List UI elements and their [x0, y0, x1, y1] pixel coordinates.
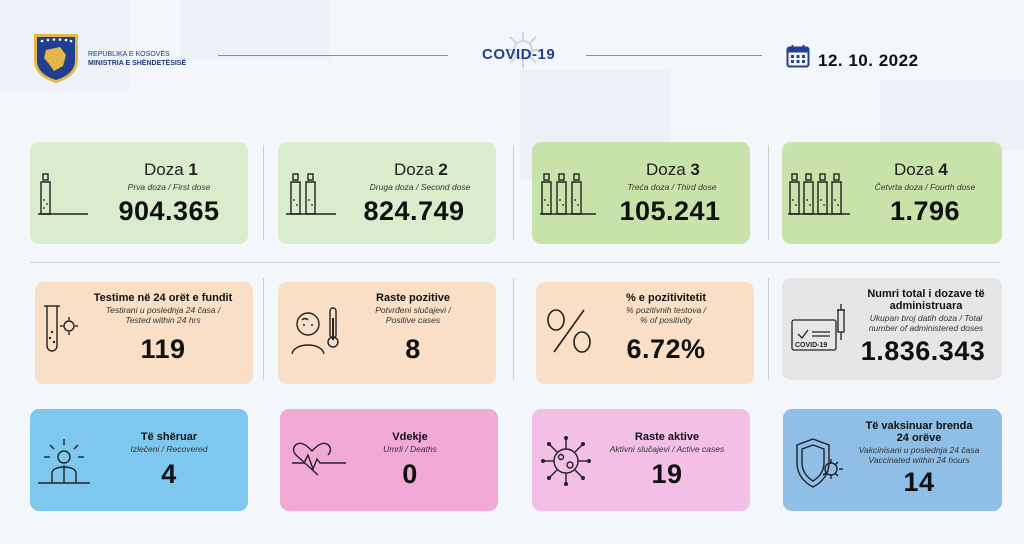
- recovered-person-icon: [38, 439, 90, 484]
- dose-3-card: Doza 3 Treća doza / Third dose 105.241: [532, 142, 750, 244]
- recovered-subtitle: Izlečeni / Recovered: [130, 444, 208, 454]
- dose-3-value: 105.241: [619, 196, 721, 226]
- row-divider: [30, 262, 1000, 263]
- vaccinated-24h-subtitle-2: Vaccinated within 24 hours: [868, 455, 970, 465]
- total-doses-value: 1.836.343: [860, 336, 986, 366]
- dose-2-subtitle: Druga doza / Second dose: [369, 182, 471, 192]
- tests-title: Testime në 24 orët e fundit: [93, 292, 233, 304]
- recovered-value: 4: [161, 459, 177, 489]
- column-divider: [263, 278, 264, 380]
- dose-1-title: Doza 1: [144, 160, 198, 179]
- background-shape: [180, 0, 330, 60]
- column-divider: [513, 278, 514, 380]
- background-shape: [880, 80, 1024, 150]
- dose-2-card: Doza 2 Druga doza / Second dose 824.749: [278, 142, 496, 244]
- active-cases-card: Raste aktive Aktivni slučajevi / Active …: [532, 409, 750, 511]
- total-doses-subtitle-1: Ukupan broj datih doza / Total: [869, 313, 983, 323]
- deaths-card: Vdekje Umrli / Deaths 0: [280, 409, 498, 511]
- positivity-subtitle-1: % pozitivnih testova /: [626, 305, 706, 315]
- dose-1-value: 904.365: [118, 196, 220, 226]
- deaths-title: Vdekje: [392, 431, 428, 443]
- total-doses-title-1: Numri total i dozave të: [867, 288, 985, 300]
- shield-virus-icon: [796, 438, 843, 488]
- column-divider: [768, 145, 769, 240]
- fever-person-icon: [291, 307, 339, 355]
- kosovo-emblem-icon: [34, 34, 78, 83]
- vaccinated-24h-title-1: Të vaksinuar brenda: [865, 420, 973, 432]
- vaccinated-24h-subtitle-1: Vakcinisani u poslednja 24 časa: [858, 445, 980, 455]
- dose-4-card: Doza 4 Četvrta doza / Fourth dose 1.796: [782, 142, 1002, 244]
- deaths-value: 0: [402, 459, 418, 489]
- total-doses-title-2: administruara: [889, 300, 963, 312]
- column-divider: [263, 145, 264, 240]
- active-cases-value: 19: [651, 459, 683, 489]
- vials-icon: [286, 173, 336, 215]
- active-cases-title: Raste aktive: [634, 431, 700, 443]
- ministry-line-2: MINISTRIA E SHËNDETËSISË: [88, 60, 187, 67]
- dose-4-value: 1.796: [889, 196, 961, 226]
- column-divider: [768, 278, 769, 380]
- tests-subtitle-2: Tested within 24 hrs: [125, 315, 201, 325]
- deaths-subtitle: Umrli / Deaths: [383, 444, 437, 454]
- ministry-name: REPUBLIKA E KOSOVËS MINISTRIA E SHËNDETË…: [88, 50, 186, 68]
- page-title: COVID-19: [482, 46, 556, 63]
- vaccinated-24h-title-2: 24 orëve: [896, 432, 942, 444]
- active-cases-subtitle: Aktivni slučajevi / Active cases: [609, 444, 725, 454]
- vial-icon: [38, 173, 88, 215]
- coronavirus-icon: [505, 32, 541, 68]
- dose-2-value: 824.749: [363, 196, 465, 226]
- dose-3-subtitle: Treća doza / Third dose: [627, 182, 717, 192]
- positive-cases-title: Raste pozitive: [376, 292, 450, 304]
- tests-value: 119: [140, 334, 186, 364]
- total-doses-card: COVID-19 Numri total i dozave të adminis…: [782, 278, 1002, 380]
- header-divider: [586, 55, 762, 56]
- report-date: 12. 10. 2022: [818, 51, 919, 70]
- header: REPUBLIKA E KOSOVËS MINISTRIA E SHËNDETË…: [0, 0, 1024, 100]
- vaccine-certificate-icon: COVID-19: [791, 304, 845, 351]
- positive-cases-subtitle-1: Potvrđeni slučajevi /: [375, 305, 451, 315]
- positive-cases-value: 8: [405, 334, 421, 364]
- dose-1-card: Doza 1 Prva doza / First dose 904.365: [30, 142, 248, 244]
- recovered-title: Të shëruar: [140, 431, 198, 443]
- heartbeat-icon: [292, 442, 346, 476]
- positivity-subtitle-2: % of positivity: [640, 315, 692, 325]
- percent-icon: [547, 309, 591, 353]
- calendar-icon: [786, 45, 810, 68]
- column-divider: [513, 145, 514, 240]
- total-doses-subtitle-2: number of administered doses: [868, 323, 984, 333]
- ministry-line-1: REPUBLIKA E KOSOVËS: [88, 51, 170, 58]
- dose-4-subtitle: Četvrta doza / Fourth dose: [874, 182, 976, 192]
- test-tube-icon: [44, 305, 78, 352]
- vials-icon: [540, 173, 596, 215]
- positivity-value: 6.72%: [626, 334, 706, 364]
- tests-subtitle-1: Testirani u poslednja 24 časa /: [105, 305, 221, 315]
- virus-icon: [541, 436, 591, 486]
- positive-cases-card: Raste pozitive Potvrđeni slučajevi / Pos…: [278, 282, 496, 384]
- dose-2-title: Doza 2: [394, 160, 448, 179]
- dose-4-title: Doza 4: [894, 160, 948, 179]
- positivity-card: % e pozitivitetit % pozitivnih testova /…: [536, 282, 754, 384]
- recovered-card: Të shëruar Izlečeni / Recovered 4: [30, 409, 248, 511]
- positive-cases-subtitle-2: Positive cases: [385, 315, 441, 325]
- dose-1-subtitle: Prva doza / First dose: [127, 182, 211, 192]
- vials-icon: [788, 173, 850, 215]
- certificate-label: COVID-19: [795, 342, 827, 349]
- vaccinated-24h-value: 14: [903, 467, 935, 497]
- vaccinated-24h-card: Të vaksinuar brenda 24 orëve Vakcinisani…: [783, 409, 1002, 511]
- header-divider: [218, 55, 448, 56]
- tests-card: Testime në 24 orët e fundit Testirani u …: [35, 282, 253, 384]
- dose-3-title: Doza 3: [646, 160, 700, 179]
- positivity-title: % e pozitivitetit: [625, 292, 707, 304]
